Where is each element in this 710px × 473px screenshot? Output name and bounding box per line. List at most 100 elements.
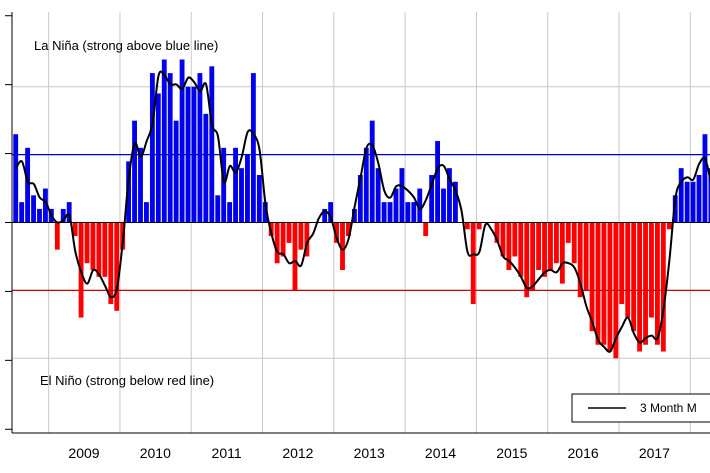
bar-positive — [66, 202, 72, 223]
bar-positive — [203, 113, 209, 223]
bar-negative — [607, 222, 613, 352]
bar-negative — [346, 222, 351, 237]
bar-positive — [132, 120, 137, 223]
bar-positive — [381, 202, 387, 223]
bar-negative — [334, 222, 339, 243]
bar-positive — [417, 188, 423, 223]
bar-negative — [548, 222, 553, 271]
bar-positive — [144, 202, 149, 223]
bar-positive — [233, 147, 238, 223]
bar-positive — [447, 168, 452, 223]
bar-positive — [322, 208, 328, 223]
bar-negative — [571, 222, 577, 264]
bar-positive — [149, 73, 155, 223]
bar-positive — [262, 202, 268, 223]
bar-positive — [369, 120, 375, 223]
bar-positive — [393, 188, 399, 223]
x-tick-label: 2010 — [140, 445, 171, 461]
x-tick-label: 2009 — [68, 445, 99, 461]
bar-positive — [452, 181, 458, 223]
bar-negative — [542, 222, 547, 277]
bar-positive — [375, 168, 381, 223]
bar-positive — [678, 168, 684, 223]
bar-negative — [500, 222, 506, 257]
bar-negative — [643, 222, 648, 345]
threshold-layer — [12, 153, 710, 292]
bar-positive — [435, 141, 440, 223]
bar-negative — [649, 222, 654, 318]
bar-negative — [84, 222, 90, 264]
bar-negative — [298, 222, 304, 250]
bar-negative — [530, 222, 536, 291]
bar-positive — [363, 147, 369, 223]
x-tick-label: 2016 — [568, 445, 599, 461]
bar-positive — [138, 147, 143, 223]
axis-layer — [5, 12, 710, 434]
bars-layer — [13, 59, 710, 359]
x-tick-labels: 2009201020112012201320142015201620172018 — [68, 445, 670, 461]
bar-positive — [250, 73, 256, 223]
bar-positive — [708, 168, 710, 223]
bar-negative — [524, 222, 530, 298]
bar-negative — [114, 222, 120, 311]
bar-negative — [595, 222, 601, 345]
bar-negative — [280, 222, 286, 257]
bar-negative — [72, 222, 78, 237]
bar-negative — [660, 222, 666, 352]
la-nina-annotation: La Niña (strong above blue line) — [34, 38, 218, 53]
bar-positive — [161, 59, 167, 223]
legend-label: 3 Month M — [640, 401, 697, 415]
bar-negative — [631, 222, 637, 332]
bar-positive — [429, 174, 435, 223]
legend-box — [571, 393, 710, 423]
bar-negative — [108, 222, 114, 304]
bar-positive — [155, 93, 161, 223]
bar-positive — [13, 134, 19, 223]
bar-positive — [441, 188, 446, 223]
x-tick-label: 2013 — [354, 445, 385, 461]
x-tick-label: 2012 — [282, 445, 313, 461]
bar-negative — [577, 222, 583, 298]
x-tick-label: 2017 — [639, 445, 670, 461]
bar-negative — [464, 222, 470, 230]
bar-negative — [470, 222, 476, 304]
bar-positive — [696, 174, 702, 223]
three-month-mean-line — [15, 70, 710, 353]
bar-negative — [637, 222, 643, 352]
bar-negative — [565, 222, 571, 243]
bar-positive — [37, 208, 42, 223]
bar-positive — [399, 168, 405, 223]
bar-positive — [702, 134, 708, 223]
bar-positive — [173, 120, 179, 223]
bar-positive — [411, 202, 417, 223]
bar-positive — [357, 174, 363, 223]
legend: 3 Month M — [571, 393, 710, 423]
bar-positive — [179, 59, 185, 223]
bar-negative — [274, 222, 280, 264]
bar-negative — [553, 222, 559, 264]
bar-positive — [405, 202, 411, 223]
bar-negative — [292, 222, 298, 291]
bar-positive — [25, 147, 31, 223]
bar-negative — [96, 222, 102, 277]
x-tick-label: 2011 — [212, 445, 242, 461]
bar-negative — [589, 222, 595, 332]
bar-negative — [559, 222, 565, 284]
x-tick-label: 2015 — [496, 445, 527, 461]
bar-negative — [476, 222, 482, 230]
bar-positive — [239, 168, 244, 223]
bar-positive — [221, 147, 227, 223]
bar-positive — [684, 181, 690, 223]
bar-positive — [197, 73, 203, 223]
bar-positive — [227, 202, 233, 223]
bar-negative — [512, 222, 518, 257]
bar-positive — [328, 202, 334, 223]
bar-negative — [601, 222, 607, 345]
bar-positive — [43, 188, 48, 223]
bar-negative — [494, 222, 500, 243]
bar-positive — [126, 161, 132, 223]
el-nino-annotation: El Niño (strong below red line) — [40, 373, 214, 388]
bar-positive — [690, 181, 696, 223]
bar-negative — [655, 222, 660, 345]
